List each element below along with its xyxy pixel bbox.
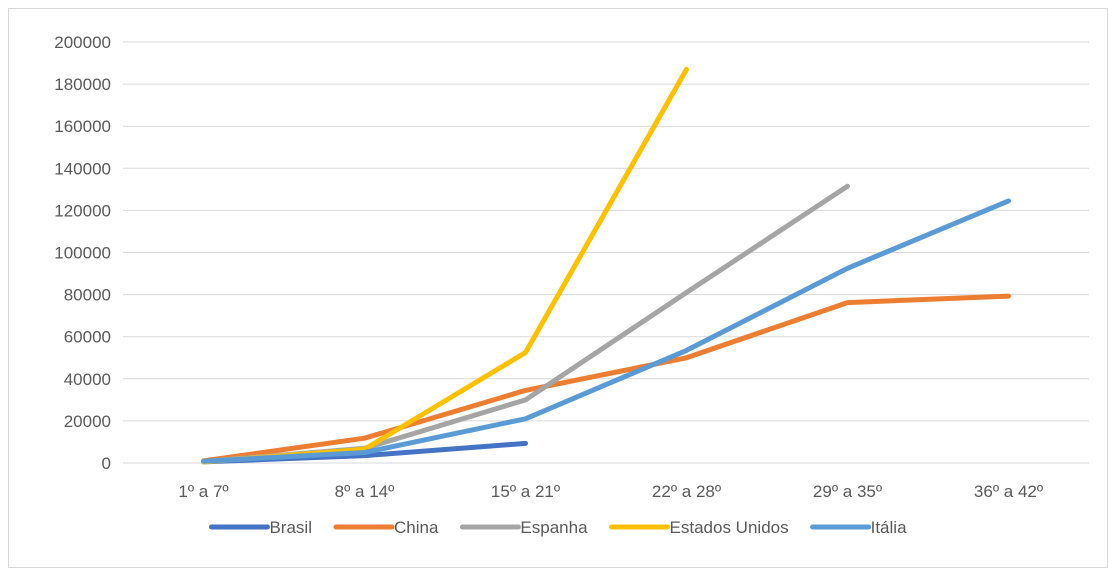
legend-label: Brasil — [269, 518, 312, 537]
legend-label: Espanha — [520, 518, 588, 537]
x-tick-label: 22º a 28º — [652, 482, 721, 501]
legend: Brasil China Espanha Estados Unidos Itália — [208, 518, 907, 537]
legend-item: China — [333, 518, 439, 537]
series-lines — [201, 66, 1011, 465]
chart-area: 0 20000 40000 60000 80000 100000 120000 140000 1… — [8, 8, 1108, 568]
y-tick-label: 160000 — [54, 117, 111, 136]
y-axis-ticks: 0 20000 40000 60000 80000 100000 120000 140000 1… — [54, 33, 111, 473]
y-tick-label: 120000 — [54, 201, 111, 220]
y-tick-label: 80000 — [64, 286, 111, 305]
x-tick-label: 29º a 35º — [813, 482, 882, 501]
x-tick-label: 8º a 14º — [335, 482, 395, 501]
x-tick-label: 15º a 21º — [491, 482, 560, 501]
legend-item: Itália — [810, 518, 907, 537]
y-tick-label: 180000 — [54, 75, 111, 94]
legend-label: Itália — [871, 518, 907, 537]
y-tick-label: 140000 — [54, 159, 111, 178]
legend-item: Espanha — [459, 518, 588, 537]
x-tick-label: 1º a 7º — [178, 482, 228, 501]
y-tick-label: 100000 — [54, 244, 111, 263]
legend-item: Brasil — [208, 518, 312, 537]
x-axis-ticks: 1º a 7º 8º a 14º 15º a 21º 22º a 28º 29º a 3… — [178, 482, 1043, 501]
series-line-china — [201, 293, 1011, 464]
y-tick-label: 20000 — [64, 412, 111, 431]
series-line-it-lia — [201, 198, 1011, 464]
y-tick-label: 40000 — [64, 370, 111, 389]
legend-label: Estados Unidos — [670, 518, 789, 537]
legend-label: China — [394, 518, 439, 537]
x-tick-label: 36º a 42º — [974, 482, 1043, 501]
series-line-estados-unidos — [201, 66, 689, 465]
y-tick-label: 0 — [102, 454, 111, 473]
y-tick-label: 200000 — [54, 33, 111, 52]
y-tick-label: 60000 — [64, 328, 111, 347]
gridlines — [123, 41, 1089, 422]
line-chart: 0 20000 40000 60000 80000 100000 120000 140000 1… — [54, 33, 1089, 537]
legend-item: Estados Unidos — [609, 518, 789, 537]
